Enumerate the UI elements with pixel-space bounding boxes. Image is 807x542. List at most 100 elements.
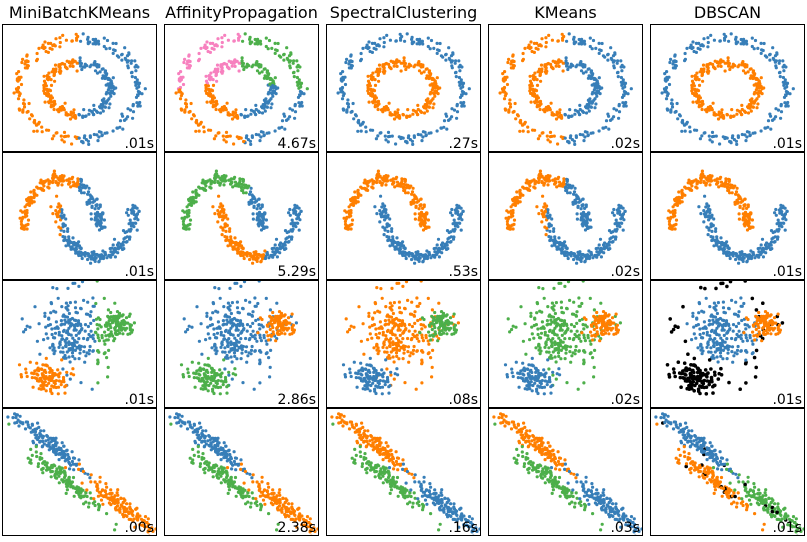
scatter-point [98, 70, 102, 74]
scatter-point [82, 336, 86, 341]
scatter-point [663, 72, 667, 76]
scatter-point [459, 228, 463, 232]
scatter-point [691, 100, 695, 104]
scatter-point [91, 42, 95, 46]
scatter-point [127, 237, 132, 241]
scatter-point [398, 242, 402, 246]
scatter-point [378, 220, 382, 224]
scatter-point [392, 117, 397, 121]
scatter-point [592, 82, 596, 86]
scatter-point [664, 97, 669, 101]
scatter-point [536, 137, 540, 141]
scatter-point [677, 197, 681, 201]
scatter-point [252, 205, 256, 209]
scatter-point [243, 32, 247, 36]
scatter-point [37, 387, 41, 391]
scatter-point [784, 65, 788, 69]
scatter-point [580, 39, 584, 43]
scatter-point [382, 175, 386, 179]
scatter-point [89, 335, 93, 339]
scatter-point [697, 83, 702, 87]
scatter-point [267, 356, 271, 360]
scatter-point [774, 115, 778, 119]
scatter-point [42, 79, 47, 83]
scatter-point [86, 139, 90, 143]
scatter-point [349, 199, 353, 203]
scatter-point [113, 246, 117, 251]
scatter-point [742, 214, 746, 218]
scatter-point [435, 129, 439, 133]
scatter-point [16, 88, 20, 92]
scatter-point [417, 218, 421, 222]
scatter-point [606, 112, 610, 116]
scatter-point [92, 304, 96, 308]
scatter-point [199, 322, 203, 326]
scatter-point [266, 73, 270, 77]
scatter-point [77, 284, 81, 288]
scatter-point [275, 246, 279, 251]
scatter-point [37, 322, 41, 326]
scatter-point [224, 140, 228, 144]
scatter-point [51, 43, 55, 48]
scatter-point [97, 259, 101, 263]
scatter-point [107, 106, 111, 110]
scatter-point [458, 83, 462, 87]
scatter-point [730, 136, 734, 140]
scatter-point [117, 241, 121, 245]
scatter-point [59, 214, 63, 218]
scatter-point [55, 194, 59, 198]
scatter-point [757, 89, 761, 93]
scatter-point [746, 203, 750, 207]
scatter-point [57, 330, 61, 334]
scatter-point [138, 104, 142, 108]
scatter-point [584, 257, 589, 261]
scatter-point [86, 192, 90, 196]
scatter-point [416, 103, 420, 107]
scatter-point [774, 213, 778, 217]
scatter-point [247, 202, 251, 206]
scatter-point [67, 235, 71, 239]
scatter-point [180, 216, 184, 220]
scatter-point [210, 46, 214, 50]
scatter-point [257, 71, 262, 75]
scatter-point [370, 185, 374, 189]
scatter-point [751, 131, 755, 135]
scatter-point [392, 64, 396, 68]
scatter-point [73, 343, 77, 348]
scatter-point [417, 256, 421, 260]
scatter-point [32, 193, 37, 197]
scatter-point [32, 189, 36, 193]
scatter-point [248, 257, 252, 262]
scatter-point [77, 136, 81, 140]
scatter-point [402, 59, 406, 63]
scatter-point [187, 227, 191, 231]
scatter-point [557, 180, 562, 184]
scatter-point [569, 114, 573, 118]
scatter-point [93, 339, 97, 343]
scatter-point [276, 86, 280, 90]
scatter-point [548, 229, 552, 233]
scatter-point [12, 91, 16, 95]
scatter-point [726, 188, 730, 193]
scatter-point [556, 39, 560, 43]
scatter-point [54, 131, 58, 135]
scatter-point [25, 199, 29, 203]
scatter-point [94, 214, 98, 218]
scatter-point [503, 107, 507, 111]
scatter-point [599, 255, 603, 259]
scatter-point [78, 59, 82, 63]
scatter-point [671, 215, 675, 219]
scatter-point [515, 197, 519, 201]
scatter-point [101, 109, 105, 113]
scatter-point [25, 324, 29, 328]
scatter-point [609, 56, 613, 60]
scatter-point [73, 357, 77, 361]
scatter-point [504, 216, 508, 220]
scatter-point [277, 126, 281, 130]
scatter-point [629, 87, 633, 91]
scatter-point [376, 103, 380, 107]
scatter-point [216, 320, 220, 324]
scatter-point [383, 134, 387, 138]
scatter-point [88, 193, 92, 197]
scatter-point [107, 77, 111, 81]
